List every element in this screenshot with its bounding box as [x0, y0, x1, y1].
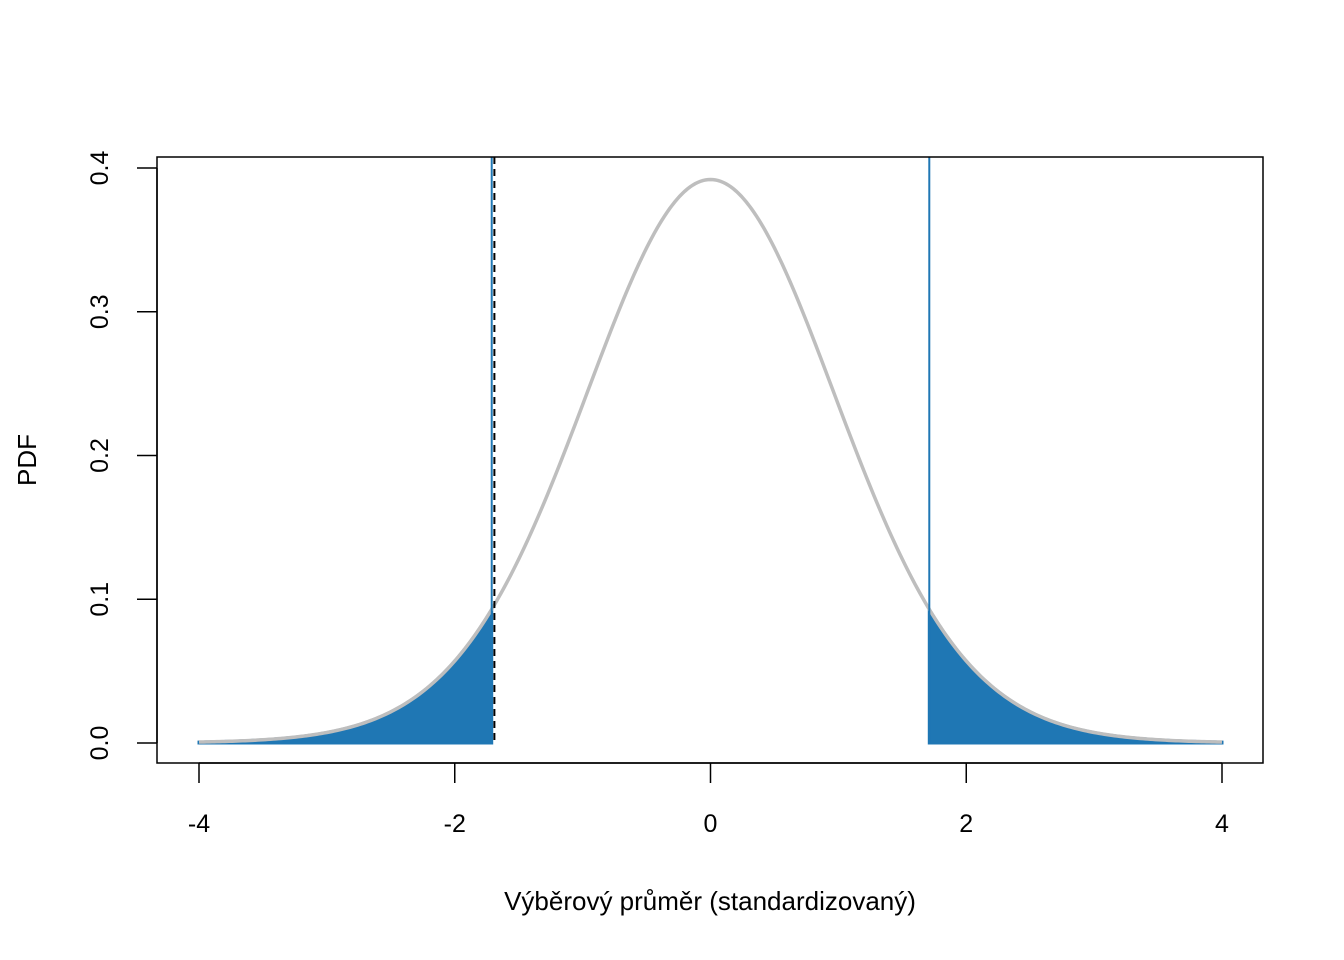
plot-frame: [156, 156, 1264, 764]
left-tail-area: [197, 603, 494, 745]
density-curve: [198, 177, 1223, 744]
y-axis: 0.0 0.1 0.2 0.3 0.4: [86, 151, 158, 761]
y-tick-label: 0.1: [86, 582, 114, 617]
x-tick-label: -4: [188, 810, 210, 838]
critical-lines: [490, 157, 931, 743]
x-axis-title: Výběrový průměr (standardizovaný): [504, 886, 916, 916]
y-tick-label: 0.2: [86, 438, 114, 473]
x-tick-label: 4: [1215, 810, 1229, 838]
x-axis: -4 -2 0 2 4: [188, 762, 1229, 838]
x-tick-label: 0: [704, 810, 718, 838]
y-axis-title: PDF: [12, 434, 42, 486]
x-tick-label: 2: [959, 810, 973, 838]
y-tick-label: 0.4: [86, 151, 114, 186]
x-tick-label: -2: [444, 810, 466, 838]
shaded-tails: [197, 603, 1224, 745]
y-tick-label: 0.0: [86, 726, 114, 761]
y-tick-label: 0.3: [86, 294, 114, 329]
right-tail-area: [927, 603, 1224, 745]
